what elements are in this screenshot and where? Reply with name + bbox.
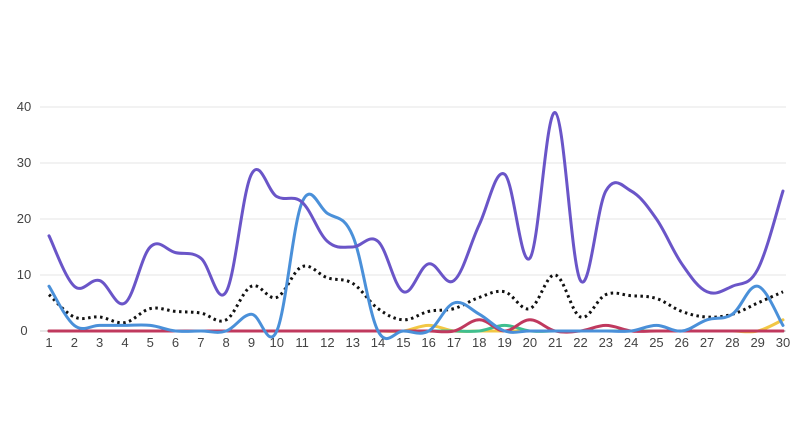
x-tick-label: 14 — [371, 335, 385, 350]
x-tick-label: 16 — [421, 335, 435, 350]
x-tick-label: 25 — [649, 335, 663, 350]
x-tick-label: 29 — [750, 335, 764, 350]
x-tick-label: 11 — [295, 335, 309, 350]
x-tick-label: 9 — [248, 335, 255, 350]
x-tick-label: 22 — [573, 335, 587, 350]
x-tick-label: 13 — [345, 335, 359, 350]
y-tick-label: 30 — [17, 155, 31, 170]
series-line-0 — [47, 111, 785, 306]
x-tick-label: 28 — [725, 335, 739, 350]
y-tick-label: 40 — [17, 99, 31, 114]
x-tick-label: 17 — [447, 335, 461, 350]
x-tick-label: 23 — [599, 335, 613, 350]
grid-lines — [40, 106, 786, 332]
x-tick-label: 3 — [96, 335, 103, 350]
x-tick-label: 20 — [523, 335, 537, 350]
x-tick-label: 19 — [497, 335, 511, 350]
x-tick-label: 8 — [223, 335, 230, 350]
x-tick-label: 24 — [624, 335, 638, 350]
series-line-1 — [47, 192, 785, 341]
y-tick-label: 20 — [17, 211, 31, 226]
y-tick-label: 0 — [20, 323, 27, 338]
x-tick-label: 4 — [121, 335, 128, 350]
y-tick-label: 10 — [17, 267, 31, 282]
x-tick-label: 1 — [45, 335, 52, 350]
x-tick-label: 21 — [548, 335, 562, 350]
x-tick-label: 30 — [776, 335, 790, 350]
x-tick-label: 6 — [172, 335, 179, 350]
x-tick-label: 26 — [675, 335, 689, 350]
x-axis-tick-labels: 1 2 3 4 5 6 7 8 9 10 11 12 13 14 15 16 17 18 19 20 21 22 23 24 2… — [45, 335, 790, 350]
x-tick-label: 5 — [147, 335, 154, 350]
x-tick-label: 12 — [320, 335, 334, 350]
y-axis-tick-labels: 0 10 20 30 40 — [17, 99, 31, 338]
x-tick-label: 2 — [71, 335, 78, 350]
x-tick-label: 10 — [270, 335, 284, 350]
series-line-2 — [47, 264, 784, 325]
series-lines — [47, 111, 785, 341]
x-tick-label: 27 — [700, 335, 714, 350]
x-tick-label: 7 — [197, 335, 204, 350]
x-tick-label: 15 — [396, 335, 410, 350]
x-tick-label: 18 — [472, 335, 486, 350]
